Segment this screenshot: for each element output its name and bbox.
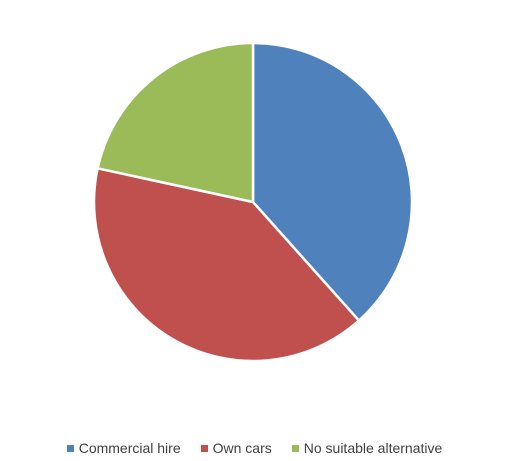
pie-slice-no-suitable-alternative (96, 41, 255, 204)
legend-item-own-cars: Own cars (200, 440, 272, 456)
chart-legend: Commercial hire Own cars No suitable alt… (0, 438, 509, 458)
legend-item-no-suitable-alternative: No suitable alternative (291, 440, 443, 456)
legend-swatch-own-cars (200, 444, 208, 452)
pie-slice-own-cars (92, 167, 361, 363)
legend-label-own-cars: Own cars (212, 440, 272, 456)
legend-swatch-commercial-hire (66, 444, 74, 452)
pie-slice-commercial-hire (251, 41, 414, 322)
legend-item-commercial-hire: Commercial hire (66, 440, 181, 456)
legend-label-no-suitable-alternative: No suitable alternative (303, 440, 443, 456)
legend-label-commercial-hire: Commercial hire (78, 440, 181, 456)
legend-swatch-no-suitable-alternative (291, 444, 299, 452)
